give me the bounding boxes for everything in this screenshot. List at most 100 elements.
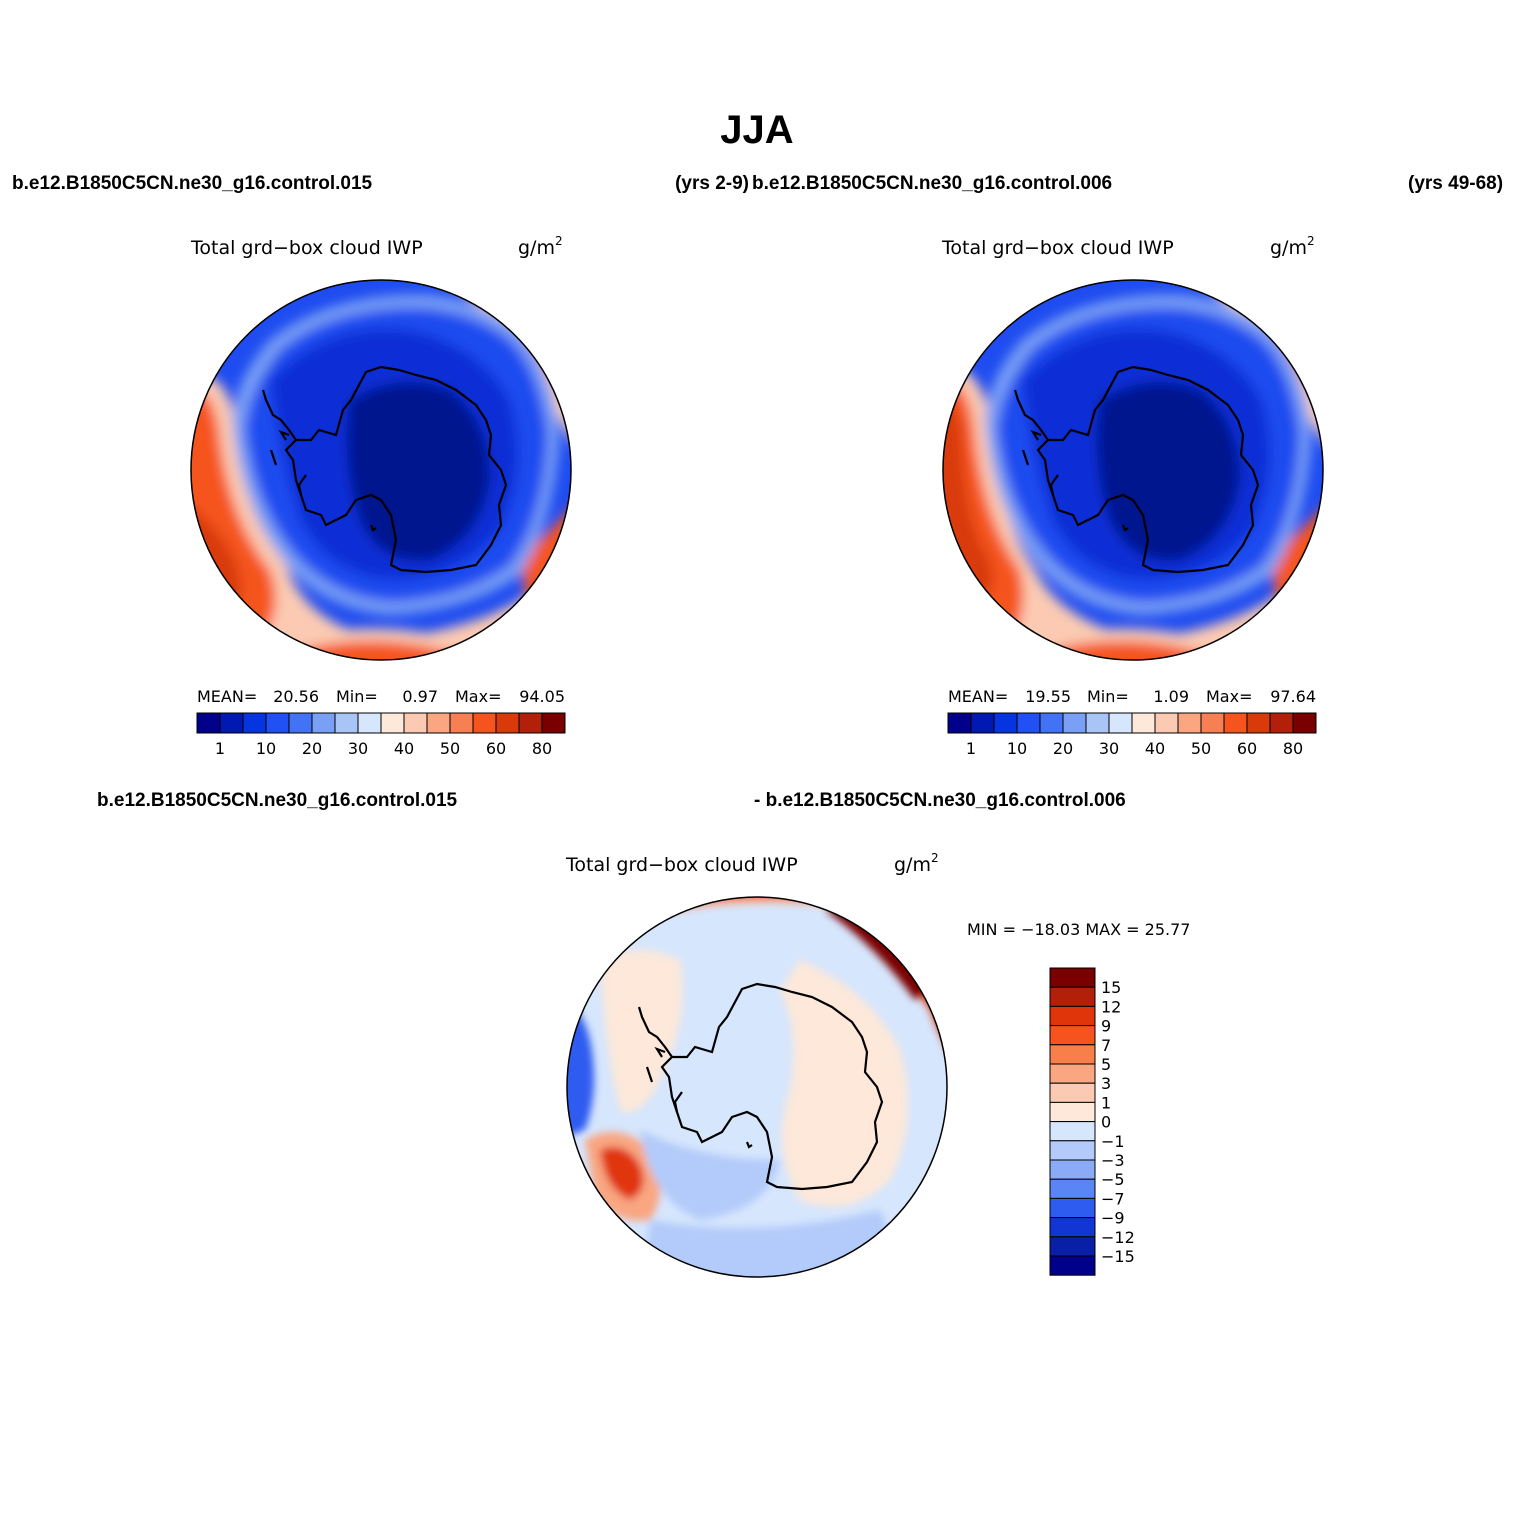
colorbar-tick-label: 40 [1145, 739, 1165, 758]
colorbar-swatch [380, 712, 405, 734]
colorbar-swatch [1049, 1255, 1096, 1276]
colorbar-swatch [1049, 1082, 1096, 1103]
stats-line: MEAN= 20.56 Min= 0.97 Max= 94.05 [197, 687, 565, 706]
colorbar-swatch [311, 712, 336, 734]
mean-value: 19.55 [1025, 687, 1071, 706]
colorbar-swatch [1016, 712, 1041, 734]
colorbar-swatch [1049, 1159, 1096, 1180]
colorbar-tick-label: −5 [1101, 1170, 1125, 1189]
colorbar-swatch [265, 712, 290, 734]
field-west-blue [567, 1000, 594, 1140]
colorbar-swatch [1131, 712, 1156, 734]
colorbar-swatch [970, 712, 995, 734]
colorbar-tick-label: 60 [486, 739, 506, 758]
iwp-field-map [943, 280, 1323, 660]
colorbar-swatch [426, 712, 451, 734]
colorbar-swatch [357, 712, 382, 734]
stats-line: MEAN= 19.55 Min= 1.09 Max= 97.64 [948, 687, 1316, 706]
map-boundary [190, 279, 572, 661]
variable-title: Total grd−box cloud IWP [941, 237, 1174, 259]
colorbar-tick-label: −7 [1101, 1189, 1125, 1208]
case-label-top-right: b.e12.B1850C5CN.ne30_g16.control.006 [752, 173, 1112, 194]
colorbar-swatch [196, 712, 221, 734]
field-south-orange-band [1050, 641, 1210, 660]
antarctica-coastline [261, 365, 508, 574]
colorbar-tick-label: 30 [348, 739, 368, 758]
colorbar-swatch [1049, 1140, 1096, 1161]
colorbar-tick-label: 5 [1101, 1055, 1111, 1074]
colorbar-swatch [1154, 712, 1179, 734]
field-deep-core [346, 382, 490, 561]
colorbar-swatch [472, 712, 497, 734]
colorbar-tick-label: 10 [1007, 739, 1027, 758]
field-southwest-red [600, 1147, 644, 1200]
colorbar-swatch [219, 712, 244, 734]
colorbar-tick-label: −15 [1101, 1247, 1135, 1266]
field-deep-core [1096, 382, 1240, 561]
case-label-top-left: b.e12.B1850C5CN.ne30_g16.control.015 [12, 173, 373, 194]
iwp-field-map [191, 280, 571, 660]
min-value: 0.97 [402, 687, 438, 706]
antarctica-coastline [637, 982, 884, 1191]
years-label-top-left: (yrs 2-9) [675, 173, 749, 194]
colorbar-swatch [1200, 712, 1225, 734]
colorbar-horizontal: 1 10 20 30 40 50 60 80 [947, 712, 1317, 758]
colorbar-swatch [993, 712, 1018, 734]
colorbar-swatch [1049, 1217, 1096, 1238]
page-title: JJA [720, 108, 793, 152]
colorbar-tick-label: 30 [1099, 739, 1119, 758]
colorbar-tick-label: 50 [1191, 739, 1211, 758]
units-label: g/m2 [518, 234, 563, 259]
map-boundary [942, 279, 1324, 661]
mean-label: MEAN= [948, 687, 1008, 706]
field-south-orange-band [300, 641, 460, 660]
colorbar-swatch [1049, 1025, 1096, 1046]
field-west-warm-band [191, 375, 571, 660]
map-panel-top-right: Total grd−box cloud IWP g/m2 [941, 234, 1324, 758]
colorbar-tick-label: 10 [256, 739, 276, 758]
colorbar-tick-label: 1 [1101, 1093, 1111, 1112]
colorbar-tick-label: 15 [1101, 978, 1121, 997]
colorbar-swatch [1062, 712, 1087, 734]
colorbar-tick-label: 7 [1101, 1036, 1111, 1055]
colorbar-swatch [403, 712, 428, 734]
max-label: Max= [455, 687, 501, 706]
map-panel-difference: Total grd−box cloud IWP g/m2 MIN = −18.0… [565, 851, 1190, 1278]
min-label: Min= [336, 687, 378, 706]
colorbar-tick-label: −1 [1101, 1132, 1125, 1151]
colorbar-swatch [1246, 712, 1271, 734]
mean-label: MEAN= [197, 687, 257, 706]
colorbar-horizontal: 1 10 20 30 40 50 60 80 [196, 712, 566, 758]
colorbar-swatch [1039, 712, 1064, 734]
field-inner-light-blue [640, 1130, 780, 1220]
colorbar-tick-label: 3 [1101, 1074, 1111, 1093]
min-value: 1.09 [1153, 687, 1189, 706]
colorbar-tick-label: 80 [1283, 739, 1303, 758]
colorbar-tick-label: 1 [966, 739, 976, 758]
colorbar-swatch [1108, 712, 1133, 734]
colorbar-tick-label: −9 [1101, 1209, 1125, 1228]
years-label-top-right: (yrs 49-68) [1408, 173, 1503, 194]
colorbar-swatch [1049, 1121, 1096, 1142]
field-west-warm-band [943, 367, 1323, 660]
colorbar-swatch [1049, 1197, 1096, 1219]
colorbar-tick-label: −12 [1101, 1228, 1135, 1247]
colorbar-tick-label: 1 [215, 739, 225, 758]
colorbar-swatch [1049, 967, 1096, 988]
colorbar-swatch [1049, 1178, 1096, 1199]
colorbar-swatch [1177, 712, 1202, 734]
minmax-text: MIN = −18.03 MAX = 25.77 [967, 920, 1190, 939]
colorbar-tick-label: 60 [1237, 739, 1257, 758]
colorbar-tick-label: 50 [440, 739, 460, 758]
colorbar-tick-label: 80 [532, 739, 552, 758]
colorbar-swatch [1049, 986, 1096, 1007]
max-label: Max= [1206, 687, 1252, 706]
colorbar-tick-label: 12 [1101, 997, 1121, 1016]
case-label-bottom-a: b.e12.B1850C5CN.ne30_g16.control.015 [97, 790, 458, 811]
variable-title: Total grd−box cloud IWP [565, 854, 798, 876]
antarctica-coastline [1013, 365, 1260, 574]
colorbar-swatch [518, 712, 543, 734]
colorbar-swatch [1223, 712, 1248, 734]
